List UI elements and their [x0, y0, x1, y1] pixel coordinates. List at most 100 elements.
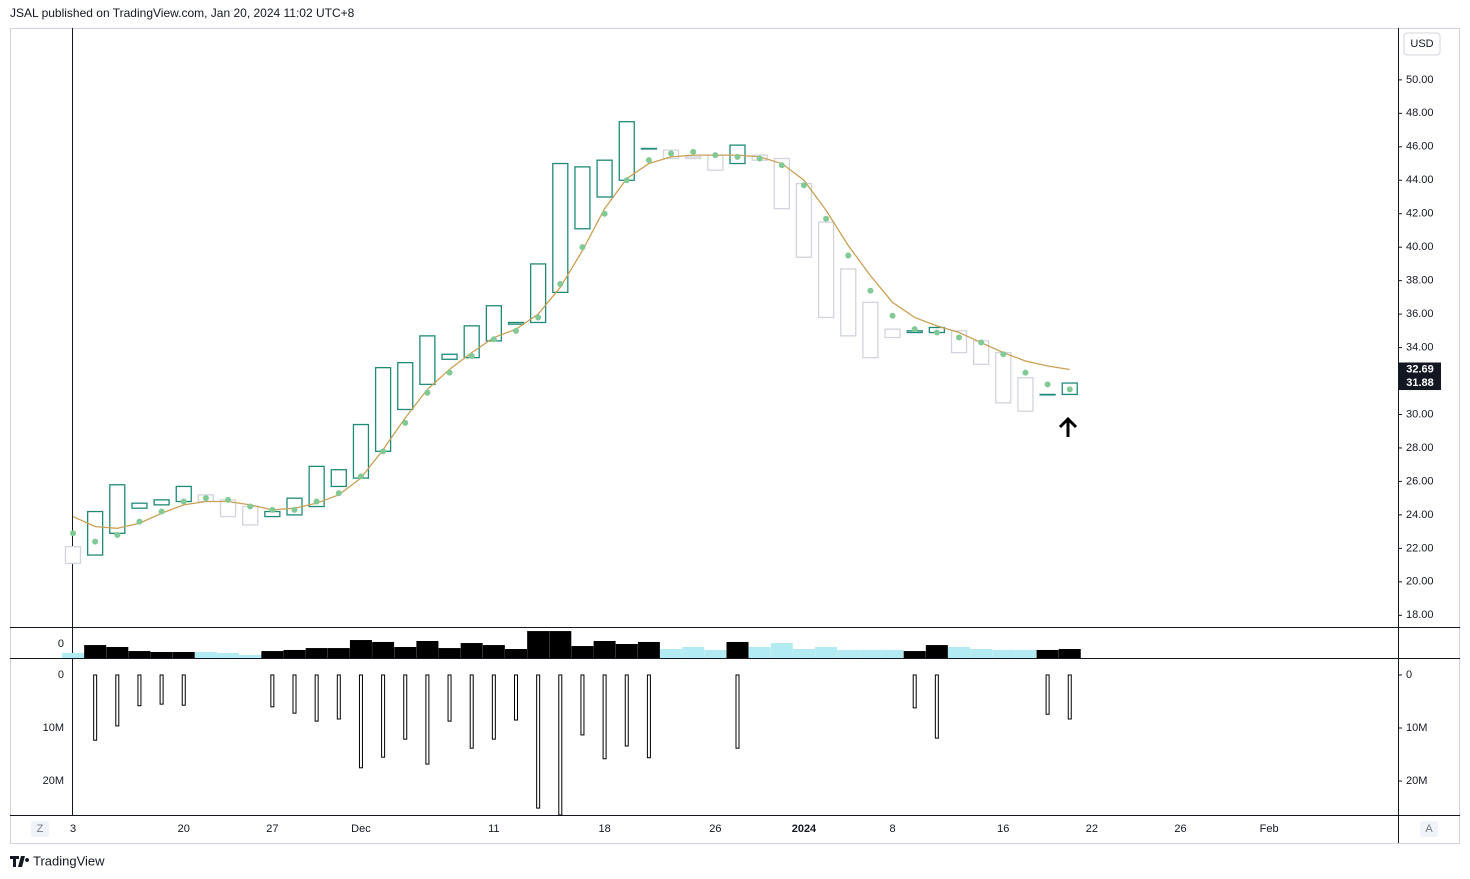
- volume-line: [491, 674, 496, 740]
- y-tick-label: 36.00: [1406, 308, 1434, 320]
- y-tick-label: 22.00: [1406, 542, 1434, 554]
- candle-body: [441, 353, 458, 360]
- dot: [889, 312, 896, 319]
- volume-bar: [438, 648, 461, 658]
- y-tick-label: 42.00: [1406, 208, 1434, 220]
- volume-line: [403, 674, 408, 740]
- dot: [424, 389, 431, 396]
- candle-body: [374, 367, 392, 452]
- volume-bar: [925, 645, 948, 658]
- x-tick-label: 3: [70, 823, 76, 835]
- dot: [623, 177, 630, 184]
- candle-body: [596, 159, 613, 198]
- y-tick-label: 18.00: [1406, 609, 1434, 621]
- volume-bar: [416, 641, 439, 658]
- auto-button[interactable]: [1420, 821, 1438, 837]
- volume-bar: [305, 648, 328, 658]
- dot: [136, 518, 143, 525]
- candle-body: [330, 469, 347, 488]
- candle-body: [1017, 377, 1034, 412]
- dot: [645, 157, 652, 164]
- dot: [690, 148, 697, 155]
- volume-line: [137, 674, 142, 707]
- auto-label[interactable]: A: [1425, 823, 1433, 835]
- volume-bar: [549, 631, 572, 658]
- volume-bar: [881, 649, 904, 658]
- candle-body: [109, 484, 126, 534]
- volume-bar: [261, 651, 284, 658]
- last-value-box: [1399, 362, 1441, 377]
- volume-line: [181, 674, 186, 706]
- volume-line: [425, 674, 430, 765]
- x-tick-label: 16: [997, 823, 1009, 835]
- frame: [10, 28, 1460, 844]
- dot: [845, 252, 852, 259]
- volume-bar: [859, 649, 882, 658]
- currency[interactable]: USD: [1410, 38, 1433, 50]
- volume-bar: [637, 641, 660, 658]
- volume-line: [580, 674, 585, 736]
- volume-bar: [482, 645, 505, 658]
- volume-bar: [172, 652, 195, 658]
- dot: [513, 327, 519, 334]
- dot: [557, 280, 564, 287]
- footer: TradingView: [33, 853, 105, 868]
- dot: [956, 334, 962, 341]
- volume-bar: [903, 651, 926, 658]
- zoom-button[interactable]: [31, 821, 49, 837]
- candle-body: [153, 499, 170, 506]
- volume-bar: [394, 646, 417, 658]
- volume-line: [469, 674, 474, 749]
- volume-bar: [239, 655, 262, 658]
- x-tick-label: 26: [709, 823, 721, 835]
- volume-bar: [505, 649, 527, 658]
- volume-line: [115, 674, 120, 727]
- dot: [313, 498, 320, 505]
- dot: [1022, 369, 1029, 376]
- volume-bar: [106, 646, 129, 658]
- candle-body: [64, 546, 82, 565]
- volume-bar: [792, 649, 815, 658]
- dot: [380, 448, 387, 455]
- dot: [291, 506, 298, 513]
- volume-bar: [837, 649, 860, 658]
- volume-line: [292, 674, 297, 714]
- y-tick-label: 10M: [1406, 722, 1427, 734]
- volume-line: [314, 674, 319, 722]
- volume-bar: [349, 640, 372, 658]
- candle-body: [87, 510, 104, 556]
- dot: [269, 506, 276, 513]
- zoom-label[interactable]: Z: [37, 823, 44, 835]
- dot: [978, 339, 985, 346]
- dot: [734, 153, 741, 160]
- volume-bar: [726, 641, 749, 658]
- y-tick-label: 44.00: [1406, 174, 1434, 186]
- candle-body: [884, 328, 901, 339]
- dot: [1000, 351, 1007, 358]
- y-tick-label: 20M: [43, 775, 64, 787]
- x-tick-label: 20: [178, 823, 190, 835]
- y-tick-label: 10M: [43, 722, 64, 734]
- volume-bar: [704, 649, 727, 658]
- dot: [490, 336, 497, 343]
- currency-button[interactable]: [1403, 32, 1441, 56]
- dot: [911, 326, 918, 333]
- dot: [535, 314, 542, 321]
- dot: [668, 150, 675, 157]
- dot: [468, 352, 475, 359]
- candle-body: [950, 330, 968, 354]
- volume-bar: [62, 652, 84, 658]
- dot: [601, 210, 608, 217]
- dot: [446, 369, 453, 376]
- volume-line: [514, 674, 518, 721]
- volume-bar: [948, 646, 970, 658]
- candle-body: [640, 147, 658, 150]
- candle-body: [308, 465, 325, 508]
- volume-bar: [770, 643, 793, 658]
- volume-line: [536, 674, 541, 809]
- candle-body: [574, 166, 591, 230]
- candle-body: [685, 156, 702, 160]
- volume-line: [602, 674, 607, 760]
- candle-body: [1039, 393, 1056, 396]
- y-tick-label: 20M: [1406, 775, 1427, 787]
